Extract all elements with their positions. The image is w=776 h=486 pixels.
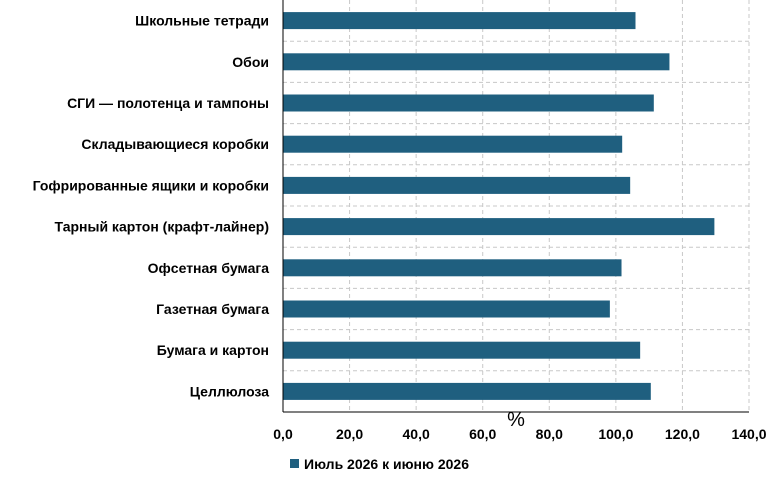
grid [283, 0, 750, 412]
x-axis-unit-label: % [507, 409, 525, 431]
bar [283, 382, 651, 400]
bar [283, 12, 636, 30]
x-tick-label: 40,0 [403, 426, 430, 442]
bar [283, 300, 610, 318]
x-tick-label: 0,0 [273, 426, 293, 442]
category-label: Газетная бумага [156, 301, 269, 317]
category-labels: Целлюлоза Бумага и картон Газетная бумага О… [33, 13, 270, 400]
axes [282, 0, 749, 413]
category-label: СГИ — полотенца и тампоны [67, 95, 269, 111]
x-tick-label: 100,0 [598, 426, 633, 442]
category-label: Бумага и картон [157, 342, 269, 358]
category-label: Офсетная бумага [148, 260, 270, 276]
category-label: Обои [232, 54, 269, 70]
bar [283, 176, 631, 194]
category-label: Школьные тетради [135, 13, 269, 29]
bar [283, 341, 641, 359]
bar [283, 94, 654, 112]
x-tick-labels: 0,0 20,0 40,0 60,0 80,0 100,0 120,0 140,0 [273, 426, 766, 442]
category-label: Целлюлоза [190, 383, 269, 399]
legend: Июль 2026 к июню 2026 [290, 456, 469, 472]
bar [283, 135, 623, 153]
x-tick-label: 20,0 [336, 426, 363, 442]
category-label: Тарный картон (крафт-лайнер) [54, 219, 269, 235]
bar [283, 259, 622, 277]
x-tick-label: 80,0 [536, 426, 563, 442]
bar [283, 53, 670, 71]
category-label: Гофрированные ящики и коробки [33, 177, 269, 193]
x-tick-label: 60,0 [469, 426, 496, 442]
legend-swatch [290, 459, 299, 468]
bar [283, 218, 715, 236]
x-tick-label: 140,0 [731, 426, 766, 442]
x-tick-label: 120,0 [665, 426, 700, 442]
bars [283, 12, 715, 400]
legend-label: Июль 2026 к июню 2026 [304, 456, 469, 472]
category-label: Складывающиеся коробки [81, 136, 269, 152]
